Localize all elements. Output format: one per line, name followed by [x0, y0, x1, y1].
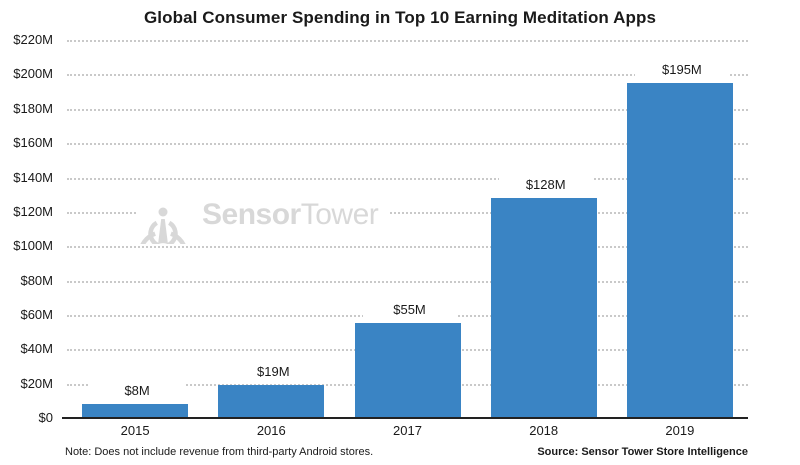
gridline — [67, 108, 748, 111]
bar-value-label: $19M — [226, 364, 321, 380]
chart-title: Global Consumer Spending in Top 10 Earni… — [143, 8, 657, 27]
y-tick-label: $80M — [20, 272, 53, 288]
gridline — [67, 280, 748, 283]
source-credit: Source: Sensor Tower Store Intelligence — [537, 446, 748, 458]
y-tick-label: $20M — [20, 375, 53, 391]
gridline — [67, 211, 748, 214]
sensor-tower-logo-icon — [140, 207, 186, 244]
bar-2015 — [82, 404, 189, 418]
y-tick-label: $160M — [13, 135, 53, 151]
bar-value-label: $8M — [90, 383, 185, 399]
x-axis-labels: 2015 2016 2017 2018 2019 — [67, 423, 748, 439]
x-axis-line — [62, 417, 748, 419]
gridline — [67, 74, 748, 77]
x-tick-label: 2019 — [665, 423, 695, 438]
bar-value-label: $55M — [362, 302, 457, 318]
y-tick-label: $60M — [20, 306, 53, 322]
bar-value-label: $195M — [634, 62, 729, 78]
footnote: Note: Does not include revenue from thir… — [65, 446, 374, 458]
x-tick-label: 2018 — [529, 423, 559, 438]
bar-2016 — [218, 385, 325, 418]
gridline — [67, 177, 748, 180]
watermark-brand-bold: Sensor — [202, 198, 301, 231]
watermark: SensorTower — [136, 186, 388, 244]
y-axis-labels: $220M $200M $180M $160M $140M $120M $100M $80M $… — [0, 32, 53, 425]
bar-2017 — [354, 323, 461, 418]
y-tick-label: $200M — [13, 66, 53, 82]
bar-value-label: $128M — [498, 177, 593, 193]
gridline — [67, 143, 748, 146]
watermark-brand-text: SensorTower — [202, 198, 379, 231]
gridline — [67, 40, 748, 42]
y-tick-label: $220M — [13, 32, 53, 47]
y-tick-label: $140M — [13, 169, 53, 185]
x-tick-label: 2015 — [120, 423, 150, 438]
y-tick-label: $100M — [13, 238, 53, 254]
x-tick-label: 2016 — [256, 423, 286, 438]
y-tick-label: $180M — [13, 100, 53, 116]
y-tick-label: $0 — [38, 410, 53, 425]
gridline — [67, 246, 748, 249]
watermark-brand-light: Tower — [300, 198, 379, 231]
plot-area: $8M $19M $55M $128M $195M SensorTower — [62, 40, 748, 419]
y-tick-label: $120M — [13, 203, 53, 219]
x-tick-label: 2017 — [393, 423, 422, 438]
bar-2019 — [626, 83, 733, 418]
bar-2018 — [490, 198, 597, 418]
y-tick-label: $40M — [20, 341, 53, 357]
